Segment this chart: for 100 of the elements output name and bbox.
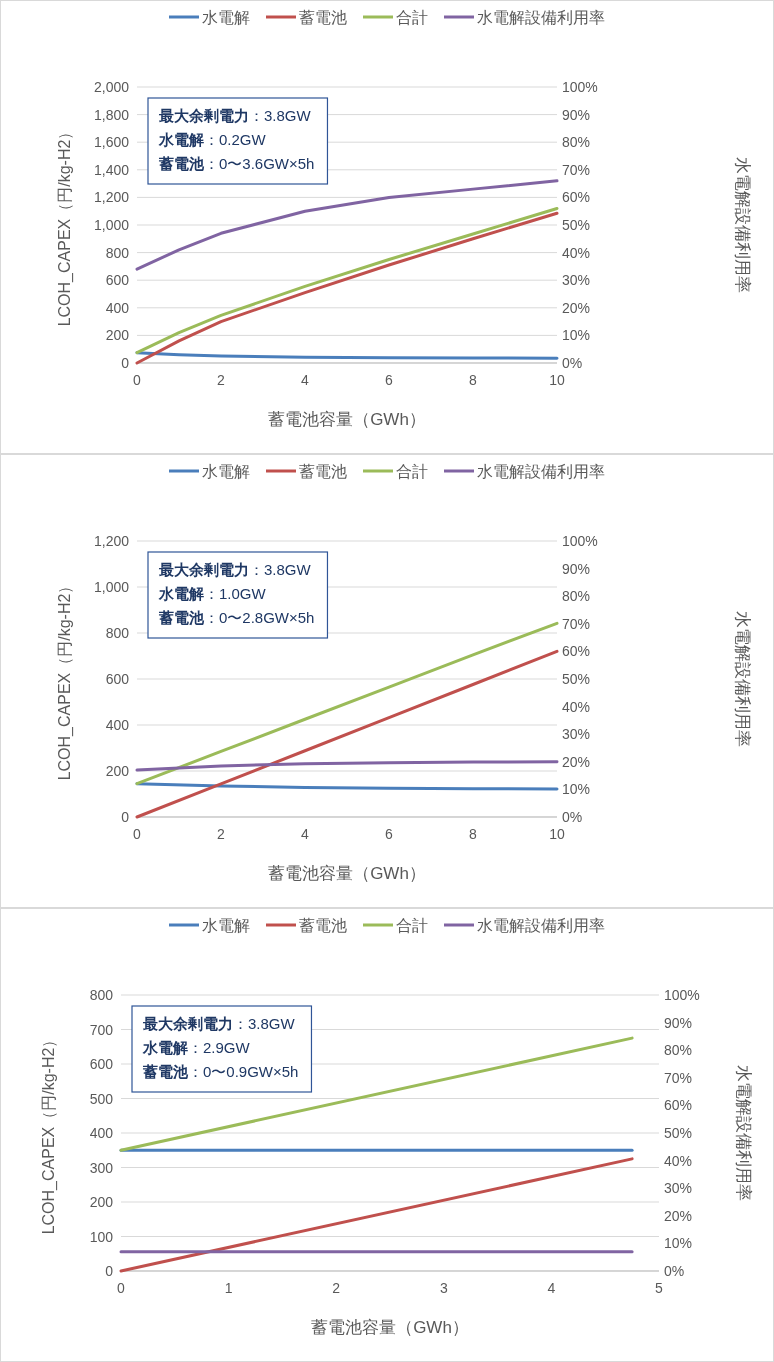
y2-tick-label: 0% bbox=[664, 1263, 685, 1279]
y2-tick-label: 40% bbox=[664, 1152, 693, 1169]
x-axis-title: 蓄電池容量（GWh） bbox=[268, 864, 426, 883]
y-tick-label: 200 bbox=[89, 1194, 114, 1210]
legend-label: 水電解 bbox=[202, 917, 250, 934]
y-tick-label: 400 bbox=[105, 299, 130, 316]
y-tick-label: 1,000 bbox=[93, 579, 130, 595]
legend-label: 蓄電池 bbox=[299, 917, 347, 934]
y2-tick-label: 30% bbox=[664, 1180, 693, 1197]
x-tick-label: 4 bbox=[547, 1280, 556, 1296]
y2-tick-label: 50% bbox=[562, 671, 591, 687]
annotation: 蓄電池：0〜2.8GW×5h bbox=[158, 609, 315, 626]
y-tick-label: 2,000 bbox=[93, 79, 130, 95]
annotation: 水電解：1.0GW bbox=[158, 585, 267, 602]
y2-axis-title: 水電解設備利用率 bbox=[733, 157, 752, 293]
y-tick-label: 100 bbox=[89, 1228, 114, 1245]
y-tick-label: 0 bbox=[121, 809, 130, 825]
y2-tick-label: 20% bbox=[562, 299, 591, 316]
y-tick-label: 600 bbox=[89, 1056, 114, 1072]
annotation: 蓄電池：0〜0.9GW×5h bbox=[142, 1063, 299, 1080]
x-axis-title: 蓄電池容量（GWh） bbox=[311, 1318, 469, 1337]
y-tick-label: 200 bbox=[105, 327, 130, 344]
y-axis-title: LCOH_CAPEX（円/kg-H2） bbox=[56, 577, 74, 781]
y2-tick-label: 80% bbox=[562, 588, 591, 605]
y2-tick-label: 30% bbox=[562, 726, 591, 743]
y-tick-label: 1,800 bbox=[93, 106, 130, 123]
y-tick-label: 400 bbox=[105, 717, 130, 733]
x-tick-label: 6 bbox=[385, 372, 394, 388]
y-tick-label: 200 bbox=[105, 763, 130, 779]
y-tick-label: 700 bbox=[89, 1021, 114, 1038]
annotation: 最大余剰電力：3.8GW bbox=[158, 561, 312, 578]
y2-tick-label: 30% bbox=[562, 272, 591, 289]
y2-tick-label: 20% bbox=[664, 1207, 693, 1224]
y2-tick-label: 40% bbox=[562, 698, 591, 715]
y2-tick-label: 0% bbox=[562, 355, 583, 371]
y-axis-title: LCOH_CAPEX（円/kg-H2） bbox=[40, 1031, 58, 1235]
y2-tick-label: 60% bbox=[562, 643, 591, 660]
x-tick-label: 1 bbox=[224, 1280, 233, 1296]
y-tick-label: 400 bbox=[89, 1125, 114, 1141]
legend-label: 蓄電池 bbox=[299, 9, 347, 26]
y2-tick-label: 60% bbox=[562, 189, 591, 206]
legend-label: 水電解 bbox=[202, 463, 250, 480]
x-tick-label: 0 bbox=[133, 826, 142, 842]
line-series bbox=[135, 649, 559, 819]
y2-tick-label: 50% bbox=[562, 217, 591, 233]
x-tick-label: 8 bbox=[469, 826, 478, 842]
annotation: 水電解：0.2GW bbox=[158, 131, 267, 148]
line-series bbox=[135, 179, 559, 271]
y2-tick-label: 80% bbox=[562, 134, 591, 151]
y2-axis-title: 水電解設備利用率 bbox=[733, 611, 752, 747]
x-tick-label: 2 bbox=[332, 1280, 341, 1296]
annotation: 蓄電池：0〜3.6GW×5h bbox=[158, 155, 315, 172]
x-tick-label: 10 bbox=[549, 372, 565, 388]
y2-tick-label: 100% bbox=[664, 987, 700, 1003]
y2-tick-label: 40% bbox=[562, 244, 591, 261]
x-tick-label: 2 bbox=[217, 826, 226, 842]
x-tick-label: 4 bbox=[301, 372, 310, 388]
y2-tick-label: 20% bbox=[562, 753, 591, 770]
x-tick-label: 8 bbox=[469, 372, 478, 388]
y2-tick-label: 70% bbox=[562, 615, 591, 632]
y-tick-label: 1,200 bbox=[93, 533, 130, 549]
y-tick-label: 1,200 bbox=[93, 189, 130, 206]
y2-tick-label: 50% bbox=[664, 1125, 693, 1141]
legend-label: 水電解設備利用率 bbox=[477, 9, 605, 26]
legend-label: 合計 bbox=[396, 917, 428, 934]
y2-tick-label: 90% bbox=[562, 106, 591, 123]
y2-axis-title: 水電解設備利用率 bbox=[734, 1065, 753, 1201]
y2-tick-label: 70% bbox=[562, 161, 591, 178]
y-tick-label: 600 bbox=[105, 272, 130, 289]
y-tick-label: 800 bbox=[89, 987, 114, 1003]
x-tick-label: 0 bbox=[133, 372, 142, 388]
legend-label: 合計 bbox=[396, 9, 428, 26]
y-tick-label: 800 bbox=[105, 625, 130, 641]
y-tick-label: 0 bbox=[105, 1263, 114, 1279]
x-axis-title: 蓄電池容量（GWh） bbox=[268, 410, 426, 429]
y-tick-label: 600 bbox=[105, 671, 130, 687]
y-axis-title: LCOH_CAPEX（円/kg-H2） bbox=[56, 123, 74, 327]
line-series bbox=[135, 760, 559, 772]
y2-tick-label: 0% bbox=[562, 809, 583, 825]
y2-tick-label: 100% bbox=[562, 79, 598, 95]
y2-tick-label: 90% bbox=[562, 560, 591, 577]
y2-tick-label: 90% bbox=[664, 1014, 693, 1031]
x-tick-label: 2 bbox=[217, 372, 226, 388]
y-tick-label: 500 bbox=[89, 1090, 114, 1107]
legend-label: 合計 bbox=[396, 463, 428, 480]
x-tick-label: 5 bbox=[655, 1280, 664, 1296]
y-tick-label: 300 bbox=[89, 1159, 114, 1176]
y2-tick-label: 80% bbox=[664, 1042, 693, 1059]
y2-tick-label: 10% bbox=[562, 327, 591, 344]
legend-label: 水電解設備利用率 bbox=[477, 917, 605, 934]
x-tick-label: 3 bbox=[439, 1280, 448, 1296]
legend-label: 水電解 bbox=[202, 9, 250, 26]
annotation: 水電解：2.9GW bbox=[142, 1039, 251, 1056]
legend-label: 蓄電池 bbox=[299, 463, 347, 480]
annotation: 最大余剰電力：3.8GW bbox=[142, 1015, 296, 1032]
y2-tick-label: 10% bbox=[664, 1235, 693, 1252]
y2-tick-label: 60% bbox=[664, 1097, 693, 1114]
legend-label: 水電解設備利用率 bbox=[477, 463, 605, 480]
x-tick-label: 6 bbox=[385, 826, 394, 842]
y2-tick-label: 100% bbox=[562, 533, 598, 549]
